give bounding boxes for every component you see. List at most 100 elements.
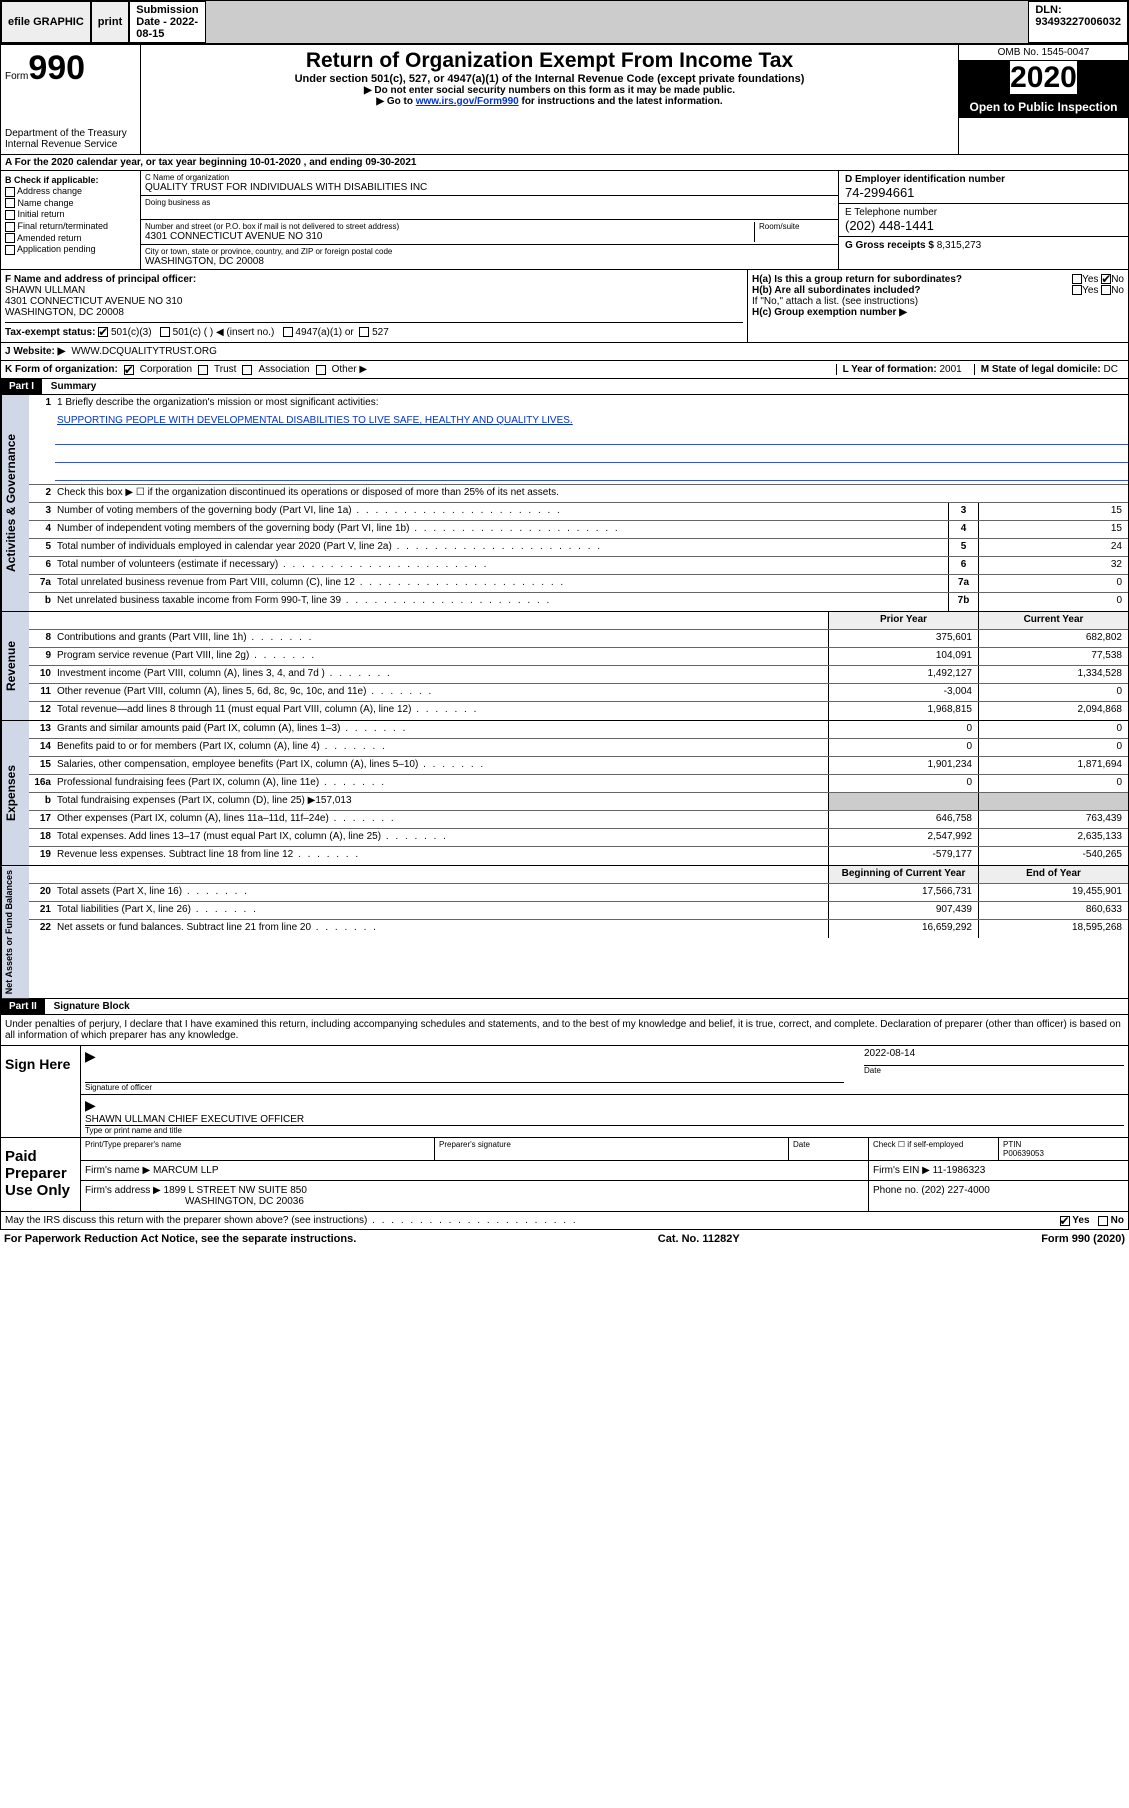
discuss-row: May the IRS discuss this return with the… — [0, 1212, 1129, 1230]
part2-badge: Part II — [1, 999, 45, 1014]
footer: For Paperwork Reduction Act Notice, see … — [0, 1230, 1129, 1248]
l7an: 7a — [948, 575, 978, 592]
dba-label: Doing business as — [145, 198, 834, 207]
opt-trust: Trust — [214, 364, 236, 375]
table-row: 13Grants and similar amounts paid (Part … — [29, 721, 1128, 739]
cb-trust[interactable] — [198, 365, 208, 375]
l3: Number of voting members of the governin… — [55, 503, 948, 520]
table-row: 15Salaries, other compensation, employee… — [29, 757, 1128, 775]
discuss-no[interactable] — [1098, 1216, 1108, 1226]
date-label: Date — [864, 1066, 1124, 1075]
hb-yes[interactable] — [1072, 285, 1082, 295]
ha-no[interactable] — [1101, 274, 1111, 284]
cb-501c3[interactable] — [98, 327, 108, 337]
firmphone-label: Phone no. — [873, 1185, 919, 1196]
form-note1: ▶ Do not enter social security numbers o… — [145, 85, 954, 96]
prep-selfemp: Check ☐ if self-employed — [868, 1138, 998, 1160]
discuss-q: May the IRS discuss this return with the… — [5, 1215, 578, 1226]
efile-button[interactable]: efile GRAPHIC — [1, 1, 91, 43]
form-header: Form990 Department of the Treasury Inter… — [0, 44, 1129, 155]
vlabel-gov: Activities & Governance — [1, 395, 29, 611]
vlabel-exp: Expenses — [1, 721, 29, 865]
vlabel-net: Net Assets or Fund Balances — [1, 866, 29, 998]
hdr-end: End of Year — [978, 866, 1128, 883]
mission-line4 — [55, 467, 1128, 481]
f-label: F Name and address of principal officer: — [5, 274, 196, 285]
l2: Check this box ▶ ☐ if the organization d… — [55, 485, 1128, 502]
ein-label: D Employer identification number — [845, 174, 1005, 185]
cb-527[interactable] — [359, 327, 369, 337]
open-inspection: Open to Public Inspection — [959, 96, 1128, 118]
sig-label: Signature of officer — [85, 1083, 844, 1092]
cat-no: Cat. No. 11282Y — [658, 1233, 740, 1245]
cb-corp[interactable] — [124, 365, 134, 375]
cb-4947[interactable] — [283, 327, 293, 337]
cb-pending[interactable]: Application pending — [5, 244, 136, 255]
firm-addr: 1899 L STREET NW SUITE 850 — [164, 1185, 307, 1196]
table-row: 22Net assets or fund balances. Subtract … — [29, 920, 1128, 938]
form-label: Form — [5, 71, 28, 82]
print-button[interactable]: print — [91, 1, 129, 43]
l5n: 5 — [948, 539, 978, 556]
cb-assoc[interactable] — [242, 365, 252, 375]
addr: 4301 CONNECTICUT AVENUE NO 310 — [145, 231, 754, 242]
cb-501c[interactable] — [160, 327, 170, 337]
sign-date: 2022-08-14 — [864, 1048, 1124, 1066]
l6n: 6 — [948, 557, 978, 574]
part1-title: Summary — [45, 379, 103, 394]
part1-header: Part I Summary — [0, 379, 1129, 395]
cb-name[interactable]: Name change — [5, 198, 136, 209]
b-title: B Check if applicable: — [5, 175, 99, 185]
cb-final[interactable]: Final return/terminated — [5, 221, 136, 232]
block-expenses: Expenses 13Grants and similar amounts pa… — [0, 721, 1129, 866]
form-ref: Form 990 (2020) — [1041, 1233, 1125, 1245]
part1-badge: Part I — [1, 379, 42, 394]
hb-no[interactable] — [1101, 285, 1111, 295]
ha-yes[interactable] — [1072, 274, 1082, 284]
website: WWW.DCQUALITYTRUST.ORG — [71, 346, 217, 357]
table-row: 17Other expenses (Part IX, column (A), l… — [29, 811, 1128, 829]
net-body: Beginning of Current YearEnd of Year 20T… — [29, 866, 1128, 998]
note2-post: for instructions and the latest informat… — [519, 96, 723, 107]
j-row: J Website: ▶ WWW.DCQUALITYTRUST.ORG — [0, 343, 1129, 361]
prep-sig-label: Preparer's signature — [434, 1138, 788, 1160]
note2-pre: ▶ Go to — [376, 96, 415, 107]
omb-number: OMB No. 1545-0047 — [959, 45, 1128, 61]
l3v: 15 — [978, 503, 1128, 520]
section-bcdeg: B Check if applicable: Address change Na… — [0, 171, 1129, 270]
f-addr: 4301 CONNECTICUT AVENUE NO 310 WASHINGTO… — [5, 296, 182, 318]
discuss-yes[interactable] — [1060, 1216, 1070, 1226]
part2-header: Part II Signature Block — [0, 999, 1129, 1015]
officer-sig-line[interactable] — [85, 1065, 844, 1083]
declaration: Under penalties of perjury, I declare th… — [0, 1015, 1129, 1046]
l7a: Total unrelated business revenue from Pa… — [55, 575, 948, 592]
table-row: 8Contributions and grants (Part VIII, li… — [29, 630, 1128, 648]
phone-label: E Telephone number — [845, 207, 1122, 218]
opt-corp: Corporation — [140, 364, 192, 375]
org-name-label: C Name of organization — [145, 173, 834, 182]
room-label: Room/suite — [754, 222, 834, 242]
opt-501c3: 501(c)(3) — [111, 327, 152, 338]
city-cell: City or town, state or province, country… — [141, 245, 838, 269]
sign-block: Sign Here Signature of officer 2022-08-1… — [0, 1046, 1129, 1138]
cb-other[interactable] — [316, 365, 326, 375]
table-row: 10Investment income (Part VIII, column (… — [29, 666, 1128, 684]
ein: 74-2994661 — [845, 185, 1122, 200]
toolbar: efile GRAPHIC print Submission Date - 20… — [0, 0, 1129, 44]
form990-link[interactable]: www.irs.gov/Form990 — [416, 96, 519, 107]
cb-amended[interactable]: Amended return — [5, 233, 136, 244]
table-row: 19Revenue less expenses. Subtract line 1… — [29, 847, 1128, 865]
section-a: A For the 2020 calendar year, or tax yea… — [0, 155, 1129, 171]
l5v: 24 — [978, 539, 1128, 556]
cb-address[interactable]: Address change — [5, 186, 136, 197]
firm-label: Firm's name ▶ — [85, 1165, 150, 1176]
f-cell: F Name and address of principal officer:… — [1, 270, 748, 342]
h-cell: H(a) Is this a group return for subordin… — [748, 270, 1128, 342]
ptin-label: PTIN — [1003, 1140, 1021, 1149]
org-name-cell: C Name of organization QUALITY TRUST FOR… — [141, 171, 838, 196]
block-net: Net Assets or Fund Balances Beginning of… — [0, 866, 1129, 999]
cb-initial[interactable]: Initial return — [5, 209, 136, 220]
ein-label2: Firm's EIN ▶ — [873, 1165, 930, 1176]
l7bn: 7b — [948, 593, 978, 611]
prep-date-label: Date — [788, 1138, 868, 1160]
